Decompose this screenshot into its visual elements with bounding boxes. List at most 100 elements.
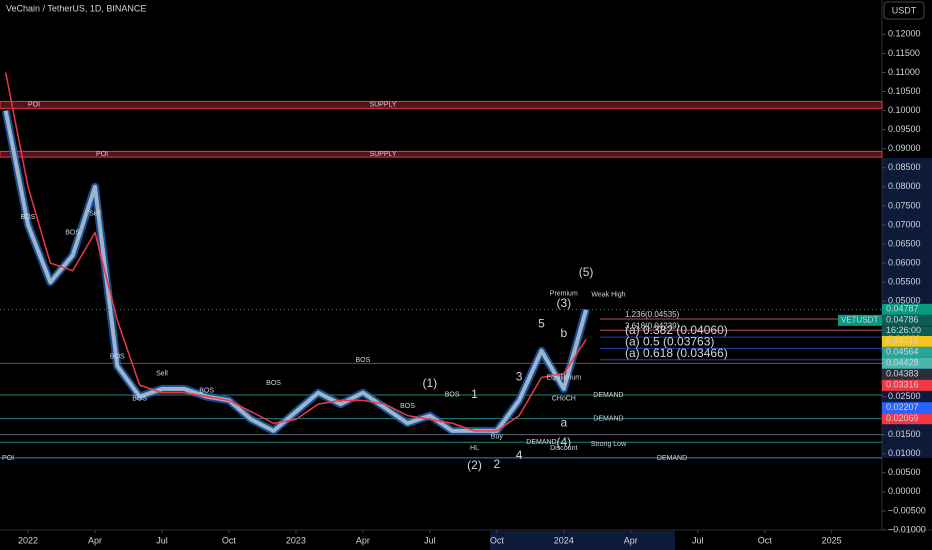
y-tick-label: 0.05000 <box>888 296 921 306</box>
annotation: BOS <box>355 357 370 364</box>
annotation: Equilibrium <box>546 374 581 381</box>
price-badge <box>882 402 932 414</box>
fib-label: (a) 0.618 (0.03466) <box>625 346 728 360</box>
x-tick-label: Jul <box>156 535 168 545</box>
y-tick-label: 0.01500 <box>888 429 921 439</box>
time-selection <box>490 531 675 550</box>
annotation: BOS <box>21 214 36 221</box>
x-tick-label: Apr <box>88 535 102 545</box>
annotation: b <box>560 326 567 340</box>
annotation: HL <box>470 445 479 452</box>
x-tick-label: 2022 <box>18 535 38 545</box>
annotation: CHoCH <box>552 395 576 402</box>
annotation: Weak High <box>591 292 625 299</box>
price-badge <box>882 303 932 315</box>
price-badge <box>882 413 932 425</box>
zone-label: SUPPLY <box>369 151 396 158</box>
price-badge-label: 0.04564 <box>886 347 919 357</box>
annotation: Buy <box>491 433 504 440</box>
zone-poi: POI <box>28 102 40 109</box>
price-badge <box>882 368 932 380</box>
annotation: BOS <box>445 391 460 398</box>
symbol-tag-label: VETUSDT <box>841 315 878 324</box>
x-tick-label: 2023 <box>286 535 306 545</box>
fib-label: 1.236(0.04535) <box>625 310 680 319</box>
annotation: DEMAND <box>526 439 556 446</box>
price-badge-label: 0.04787 <box>886 304 919 314</box>
annotation: a <box>560 415 567 429</box>
annotation: 4 <box>516 448 523 462</box>
supply-zone <box>0 100 883 109</box>
y-tick-label: 0.02500 <box>888 391 921 401</box>
fib-label: (a) 0.382 (0.04060) <box>625 323 728 337</box>
annotation: 3 <box>516 369 523 383</box>
x-tick-label: Apr <box>356 535 370 545</box>
annotation: (5) <box>579 265 594 279</box>
y-tick-label: 0.10500 <box>888 86 921 96</box>
annotation: Discount <box>550 445 577 452</box>
price-badge <box>882 314 932 326</box>
price-badge <box>882 379 932 391</box>
supply-zone <box>0 150 883 158</box>
price-badge-label: 0.04428 <box>886 358 919 368</box>
x-tick-label: 2025 <box>822 535 842 545</box>
price-badge-label: 0.04383 <box>886 369 919 379</box>
annotation: Strong Low <box>591 441 627 448</box>
y-tick-label: 0.08500 <box>888 162 921 172</box>
fib-label: (a) 0.5 (0.03763) <box>625 335 714 349</box>
currency[interactable]: USDT <box>892 5 917 15</box>
annotation: BOS <box>199 388 214 395</box>
chart-title: VeChain / TetherUS, 1D, BINANCE <box>6 3 146 13</box>
annotation: (1) <box>423 376 438 390</box>
annotation: 1 <box>471 387 478 401</box>
price-badge-label: 0.04718 <box>886 336 919 346</box>
level-label: POI <box>2 455 14 462</box>
y-tick-label: 0.00000 <box>888 486 921 496</box>
symbol-tag <box>838 314 882 326</box>
y-tick-label: 0.10000 <box>888 105 921 115</box>
annotation: BOS <box>400 403 415 410</box>
price-badge <box>882 335 932 347</box>
x-tick-label: Oct <box>490 535 505 545</box>
x-tick-label: Apr <box>624 535 638 545</box>
annotation: (4) <box>556 435 571 449</box>
y-tick-label: 0.01000 <box>888 448 921 458</box>
y-tick-label: 0.00500 <box>888 467 921 477</box>
price-badge <box>882 357 932 369</box>
annotation: Premium <box>550 290 578 297</box>
countdown-bg <box>882 326 932 336</box>
y-tick-label: 0.07000 <box>888 219 921 229</box>
x-tick-label: 2024 <box>554 535 574 545</box>
zone-poi: POI <box>96 151 108 158</box>
price-badge-label: 0.02069 <box>886 413 919 423</box>
y-tick-label: 0.11000 <box>888 67 920 77</box>
annotation: (2) <box>467 458 482 472</box>
annotation: DEMAND <box>593 392 623 399</box>
y-tick-label: 0.11500 <box>888 48 920 58</box>
y-tick-label: 0.08000 <box>888 181 921 191</box>
x-tick-label: Oct <box>758 535 773 545</box>
price-badge <box>882 346 932 358</box>
annotation: BOS <box>110 353 125 360</box>
y-tick-label: −0.01000 <box>888 524 926 534</box>
series-line <box>4 72 587 432</box>
y-tick-label: 0.12000 <box>888 29 921 39</box>
annotation: DEMAND <box>593 416 623 423</box>
x-tick-label: Jul <box>424 535 436 545</box>
currency-button[interactable] <box>883 1 925 20</box>
annotation: 2 <box>493 457 500 471</box>
y-tick-label: 0.06500 <box>888 238 921 248</box>
annotation: Sell <box>89 210 101 217</box>
level-note: DEMAND <box>657 455 687 462</box>
y-tick-label: 0.09000 <box>888 143 921 153</box>
price-badge-label: 0.03316 <box>886 380 919 390</box>
price-badge-label: 0.04786 <box>886 315 919 325</box>
y-tick-label: 0.09500 <box>888 124 921 134</box>
x-tick-label: Jul <box>692 535 704 545</box>
y-tick-label: 0.06000 <box>888 257 921 267</box>
countdown: 16:26:00 <box>886 325 921 335</box>
annotation: BOS <box>65 229 80 236</box>
annotation: (3) <box>556 296 571 310</box>
